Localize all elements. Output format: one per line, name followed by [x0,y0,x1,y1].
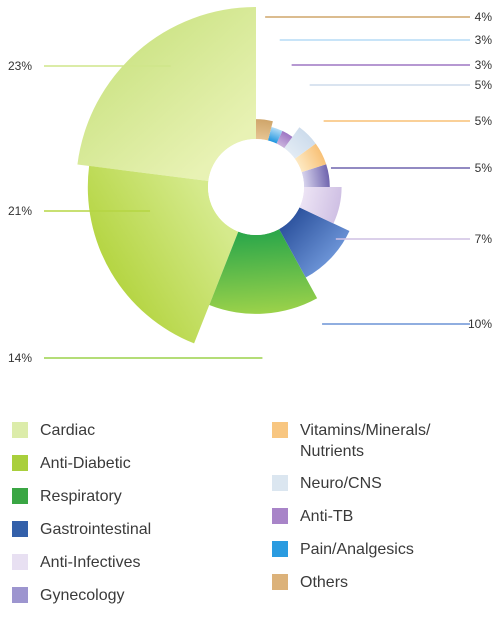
percent-label: 10% [468,317,492,331]
legend-swatch [12,554,28,570]
legend-label: Anti-Diabetic [40,455,131,472]
legend: Cardiac Anti-Diabetic Respiratory Gastro… [0,420,500,618]
legend-label: Cardiac [40,422,96,439]
percent-label: 4% [475,10,493,24]
legend-label: Anti-TB [300,508,354,525]
slice-gastrointestinal [279,207,350,278]
legend-label: Respiratory [40,488,122,505]
percent-label: 14% [8,351,32,365]
percent-label: 3% [475,33,493,47]
legend-swatch [12,488,28,504]
legend-swatch [272,508,288,524]
percent-label: 5% [475,78,493,92]
legend-item-anti-diabetic: Anti-Diabetic [12,453,151,477]
donut-chart: 23% 21% 14% 10% 7% 5% 5% 5% 3% 3% 4% [8,7,492,365]
legend-label: Gastrointestinal [40,521,152,538]
legend-label-line1: Vitamins/Minerals/ [300,422,431,439]
legend-item-anti-infectives: Anti-Infectives [12,552,151,576]
legend-item-neuro-cns: Neuro/CNS [272,473,430,497]
slice-neuro-cns [284,127,316,159]
legend-swatch [12,587,28,603]
percent-label: 7% [475,232,493,246]
legend-item-cardiac: Cardiac [12,420,151,444]
legend-swatch [272,541,288,557]
legend-item-gastrointestinal: Gastrointestinal [12,519,151,543]
legend-label-line2: Nutrients [300,443,365,460]
legend-swatch [12,422,28,438]
legend-item-gynecology: Gynecology [12,585,151,609]
legend-label: Anti-Infectives [40,554,141,571]
slice-gynecology [301,164,330,187]
percent-label: 5% [475,114,493,128]
leader-lines [44,16,470,359]
legend-label: Pain/Analgesics [300,541,414,558]
legend-swatch [272,422,288,438]
legend-swatch [272,475,288,491]
slice-respiratory [209,229,318,314]
legend-swatch [12,521,28,537]
legend-label: Vitamins/Minerals/ Nutrients [300,420,430,462]
slice-anti-tb [276,130,293,149]
slices-group [77,7,350,344]
percent-label: 5% [475,161,493,175]
legend-right-column: Vitamins/Minerals/ Nutrients Neuro/CNS A… [272,420,430,605]
legend-label: Neuro/CNS [300,475,382,492]
slice-others [256,119,273,141]
donut-hole [208,139,304,235]
legend-item-pain-analgesics: Pain/Analgesics [272,539,430,563]
slice-vitamins-minerals-nutrients [294,143,327,173]
legend-item-others: Others [272,572,430,596]
percent-label: 23% [8,59,32,73]
legend-left-column: Cardiac Anti-Diabetic Respiratory Gastro… [12,420,151,618]
legend-item-anti-tb: Anti-TB [272,506,430,530]
legend-swatch [272,574,288,590]
slice-pain-analgesics [267,126,283,144]
percent-label: 21% [8,204,32,218]
legend-label: Others [300,574,349,591]
legend-label: Gynecology [40,587,125,604]
percent-label: 3% [475,58,493,72]
slice-anti-infectives [299,187,342,224]
legend-item-respiratory: Respiratory [12,486,151,510]
legend-item-vitamins: Vitamins/Minerals/ Nutrients [272,420,430,464]
percent-labels: 23% 21% 14% 10% 7% 5% 5% 5% 3% 3% 4% [8,10,492,365]
slice-cardiac [77,7,256,181]
legend-swatch [12,455,28,471]
